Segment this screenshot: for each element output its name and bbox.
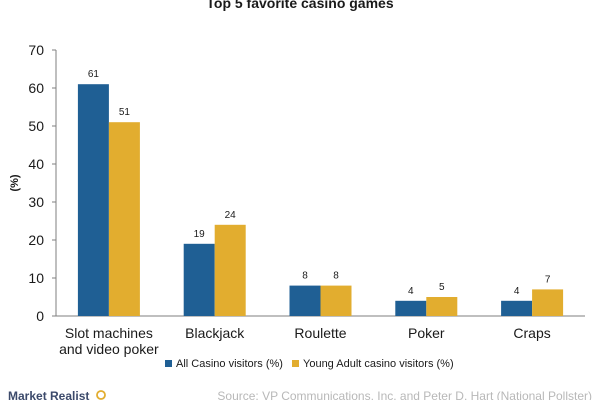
data-label: 8 bbox=[302, 271, 308, 282]
category-label: Blackjack bbox=[185, 325, 245, 341]
y-tick-label: 70 bbox=[28, 42, 44, 58]
y-tick-label: 50 bbox=[28, 118, 44, 134]
y-tick-label: 10 bbox=[28, 270, 44, 286]
data-label: 5 bbox=[439, 282, 445, 293]
data-label: 19 bbox=[194, 229, 206, 240]
data-label: 61 bbox=[88, 69, 100, 80]
category-label: Poker bbox=[408, 325, 445, 341]
y-tick-label: 40 bbox=[28, 156, 44, 172]
data-label: 4 bbox=[408, 286, 414, 297]
brand-logo: Market Realist bbox=[8, 389, 106, 400]
data-label: 51 bbox=[119, 107, 131, 118]
y-tick-label: 20 bbox=[28, 232, 44, 248]
source-note: Source: VP Communications, Inc. and Pete… bbox=[217, 389, 592, 400]
y-axis-label: (%) bbox=[9, 174, 21, 191]
bar bbox=[214, 224, 246, 316]
category-label: Roulette bbox=[294, 325, 346, 341]
y-tick-label: 60 bbox=[28, 80, 44, 96]
category-label: Craps bbox=[513, 325, 550, 341]
bar bbox=[289, 285, 321, 316]
data-label: 8 bbox=[333, 271, 339, 282]
footer: Market Realist Source: VP Communications… bbox=[8, 389, 592, 400]
chart-title: Top 5 favorite casino games bbox=[206, 0, 393, 11]
bar bbox=[426, 297, 458, 316]
y-tick-label: 30 bbox=[28, 194, 44, 210]
bar bbox=[77, 84, 109, 316]
y-tick-label: 0 bbox=[36, 308, 44, 324]
brand-magnifier-icon bbox=[96, 390, 106, 400]
axes: 0 10 20 30 40 50 60 70 (%) bbox=[9, 42, 585, 324]
legend-label: Young Adult casino visitors (%) bbox=[303, 358, 454, 370]
bar bbox=[501, 300, 533, 316]
bar bbox=[320, 285, 352, 316]
legend: All Casino visitors (%) Young Adult casin… bbox=[165, 358, 454, 370]
bar bbox=[183, 243, 215, 316]
data-label: 4 bbox=[514, 286, 520, 297]
brand-name: Market Realist bbox=[8, 389, 89, 400]
legend-label: All Casino visitors (%) bbox=[176, 358, 283, 370]
category-label: and video poker bbox=[59, 341, 159, 357]
bar bbox=[532, 289, 564, 316]
legend-swatch bbox=[165, 360, 172, 367]
bar bbox=[108, 122, 140, 316]
category-label: Slot machines bbox=[65, 325, 153, 341]
data-label: 24 bbox=[225, 210, 237, 221]
legend-swatch bbox=[292, 360, 299, 367]
bar bbox=[395, 300, 427, 316]
data-label: 7 bbox=[545, 274, 551, 285]
